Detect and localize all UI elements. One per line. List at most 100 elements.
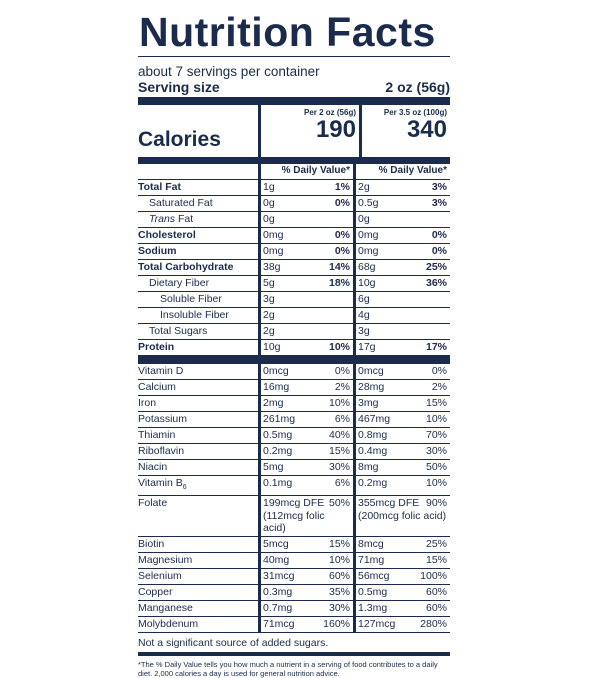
vitamin-col-2: 355mcg DFE 90% (200mcg folic acid) bbox=[353, 496, 450, 536]
vitamin-daily-value: 280% bbox=[420, 617, 447, 630]
nutrient-col-2: 0g bbox=[353, 212, 450, 227]
vitamin-amount: 0.3mg bbox=[263, 585, 293, 598]
vitamin-amount: 127mcg bbox=[358, 617, 396, 630]
vitamin-col-1: 31mcg 60% bbox=[258, 568, 353, 584]
vitamin-daily-value: 10% bbox=[425, 413, 447, 425]
nutrient-amount: 0.5g bbox=[358, 197, 379, 209]
vitamin-name: Riboflavin bbox=[138, 444, 258, 459]
nutrient-daily-value: 25% bbox=[425, 261, 447, 273]
nutrient-name: Protein bbox=[138, 340, 258, 355]
daily-value-header-1: % Daily Value* bbox=[258, 164, 353, 179]
nutrient-amount: 0mg bbox=[358, 229, 379, 241]
nutrient-col-1: 38g 14% bbox=[258, 260, 353, 275]
nutrient-row: Total Fat 1g 1% 2g 3% bbox=[138, 180, 450, 196]
nutrient-daily-value: 0% bbox=[334, 197, 350, 209]
nutrient-col-2: 10g 36% bbox=[353, 276, 450, 291]
vitamin-col-2: 56mcg 100% bbox=[353, 568, 450, 584]
calories-block: Calories Per 2 oz (56g) 190 Per 3.5 oz (… bbox=[138, 105, 450, 158]
vitamin-extra: (112mcg folic acid) bbox=[263, 509, 325, 535]
nutrient-amount: 17g bbox=[358, 341, 376, 353]
nutrient-name: Soluble Fiber bbox=[138, 292, 258, 307]
nutrient-daily-value: 10% bbox=[328, 341, 350, 353]
nutrient-name-text: Total Carbohydrate bbox=[138, 261, 234, 273]
nutrient-name-text: Protein bbox=[138, 341, 175, 353]
nutrient-daily-value: 0% bbox=[431, 245, 447, 257]
nutrient-col-2: 3g bbox=[353, 324, 450, 339]
daily-value-header-2: % Daily Value* bbox=[353, 164, 450, 179]
nutrient-name-text: Saturated Fat bbox=[149, 197, 213, 209]
vitamin-daily-value: 160% bbox=[323, 617, 350, 630]
nutrient-name: Trans Fat bbox=[138, 212, 258, 227]
vitamin-name: Manganese bbox=[138, 601, 258, 616]
vitamin-amount: 0.2mg bbox=[263, 445, 293, 457]
vitamin-name: Copper bbox=[138, 585, 258, 600]
vitamin-col-1: 71mcg 160% bbox=[258, 616, 353, 632]
nutrient-row: Total Sugars 2g 3g bbox=[138, 324, 450, 340]
nutrient-amount: 68g bbox=[358, 261, 376, 273]
vitamin-name: Selenium bbox=[138, 569, 258, 584]
nutrient-row: Cholesterol 0mg 0% 0mg 0% bbox=[138, 228, 450, 244]
vitamin-row: Vitamin B6 0.1mg 6% 0.2mg 10% bbox=[138, 476, 450, 497]
calories-thick-rule bbox=[138, 158, 450, 164]
vitamin-daily-value: 15% bbox=[425, 553, 447, 566]
vitamin-col-2: 8mg 50% bbox=[353, 460, 450, 475]
nutrient-amount: 0mg bbox=[263, 245, 284, 257]
vitamin-amount: 8mg bbox=[358, 461, 379, 473]
nutrient-col-1: 2g bbox=[258, 308, 353, 323]
vitamin-name-text: Folate bbox=[138, 497, 168, 510]
vitamin-extra: (200mcg folic acid) bbox=[358, 509, 447, 522]
nutrient-name-italic: Trans bbox=[149, 213, 176, 225]
calories-value-1: 190 bbox=[315, 116, 356, 143]
vitamin-amount: 56mcg bbox=[358, 569, 390, 582]
title-rule bbox=[138, 56, 450, 57]
vitamin-name: Iron bbox=[138, 396, 258, 411]
nutrient-name-text: Fat bbox=[175, 213, 194, 225]
nutrient-name-text: Sodium bbox=[138, 245, 177, 257]
nutrient-name-text: Cholesterol bbox=[138, 229, 196, 241]
vitamin-amount: 0.5mg bbox=[263, 429, 293, 441]
vitamin-daily-value: 30% bbox=[328, 461, 350, 473]
vitamin-row: Thiamin 0.5mg 40% 0.8mg 70% bbox=[138, 428, 450, 444]
vitamin-daily-value: 70% bbox=[425, 429, 447, 441]
nutrients-table: Total Fat 1g 1% 2g 3% Saturated Fat 0g 0% 0.5g 3%… bbox=[138, 180, 450, 356]
vitamin-amount: 71mcg bbox=[263, 617, 295, 630]
nutrient-name-text: Soluble Fiber bbox=[160, 293, 222, 305]
vitamin-daily-value: 25% bbox=[425, 537, 447, 550]
vitamin-amount: 261mg bbox=[263, 413, 296, 425]
nutrient-amount: 6g bbox=[358, 293, 370, 305]
vitamin-name: Calcium bbox=[138, 380, 258, 395]
nutrient-amount: 2g bbox=[263, 309, 275, 321]
nutrient-col-2: 0.5g 3% bbox=[353, 196, 450, 211]
nutrient-amount: 0g bbox=[263, 213, 275, 225]
vitamin-daily-value: 100% bbox=[420, 569, 447, 582]
nutrient-col-1: 10g 10% bbox=[258, 340, 353, 355]
calories-col-2: Per 3.5 oz (100g) 340 bbox=[359, 105, 450, 157]
vitamin-name: Potassium bbox=[138, 412, 258, 427]
servings-per-container: about 7 servings per container bbox=[138, 64, 320, 79]
added-sugars-note: Not a significant source of added sugars… bbox=[138, 633, 450, 656]
nutrient-col-1: 2g bbox=[258, 324, 353, 339]
nutrient-amount: 0mg bbox=[263, 229, 284, 241]
vitamin-name-text: Selenium bbox=[138, 569, 182, 582]
vitamin-row: Niacin 5mg 30% 8mg 50% bbox=[138, 460, 450, 476]
nutrient-amount: 5g bbox=[263, 277, 275, 289]
vitamin-daily-value: 60% bbox=[425, 585, 447, 598]
nutrition-label: Nutrition Facts about 7 servings per con… bbox=[138, 8, 450, 678]
nutrient-name: Dietary Fiber bbox=[138, 276, 258, 291]
vitamin-daily-value: 50% bbox=[425, 461, 447, 473]
nutrient-daily-value: 3% bbox=[431, 181, 447, 193]
vitamin-stack: 355mcg DFE 90% (200mcg folic acid) bbox=[358, 497, 447, 522]
vitamin-row: Magnesium 40mg 10% 71mg 15% bbox=[138, 552, 450, 569]
vitamin-name-text: Potassium bbox=[138, 413, 188, 425]
nutrient-name: Total Sugars bbox=[138, 324, 258, 339]
vitamin-col-2: 0.4mg 30% bbox=[353, 444, 450, 459]
vitamin-col-2: 71mg 15% bbox=[353, 552, 450, 568]
vitamin-row: Selenium 31mcg 60% 56mcg 100% bbox=[138, 568, 450, 585]
vitamin-col-2: 0mcg 0% bbox=[353, 364, 450, 379]
nutrient-amount: 38g bbox=[263, 261, 281, 273]
vitamin-col-2: 127mcg 280% bbox=[353, 616, 450, 632]
vitamin-col-1: 5mg 30% bbox=[258, 460, 353, 475]
vitamin-line-1: 199mcg DFE 50% bbox=[263, 497, 350, 510]
nutrient-col-1: 0g 0% bbox=[258, 196, 353, 211]
vitamin-name: Biotin bbox=[138, 537, 258, 552]
